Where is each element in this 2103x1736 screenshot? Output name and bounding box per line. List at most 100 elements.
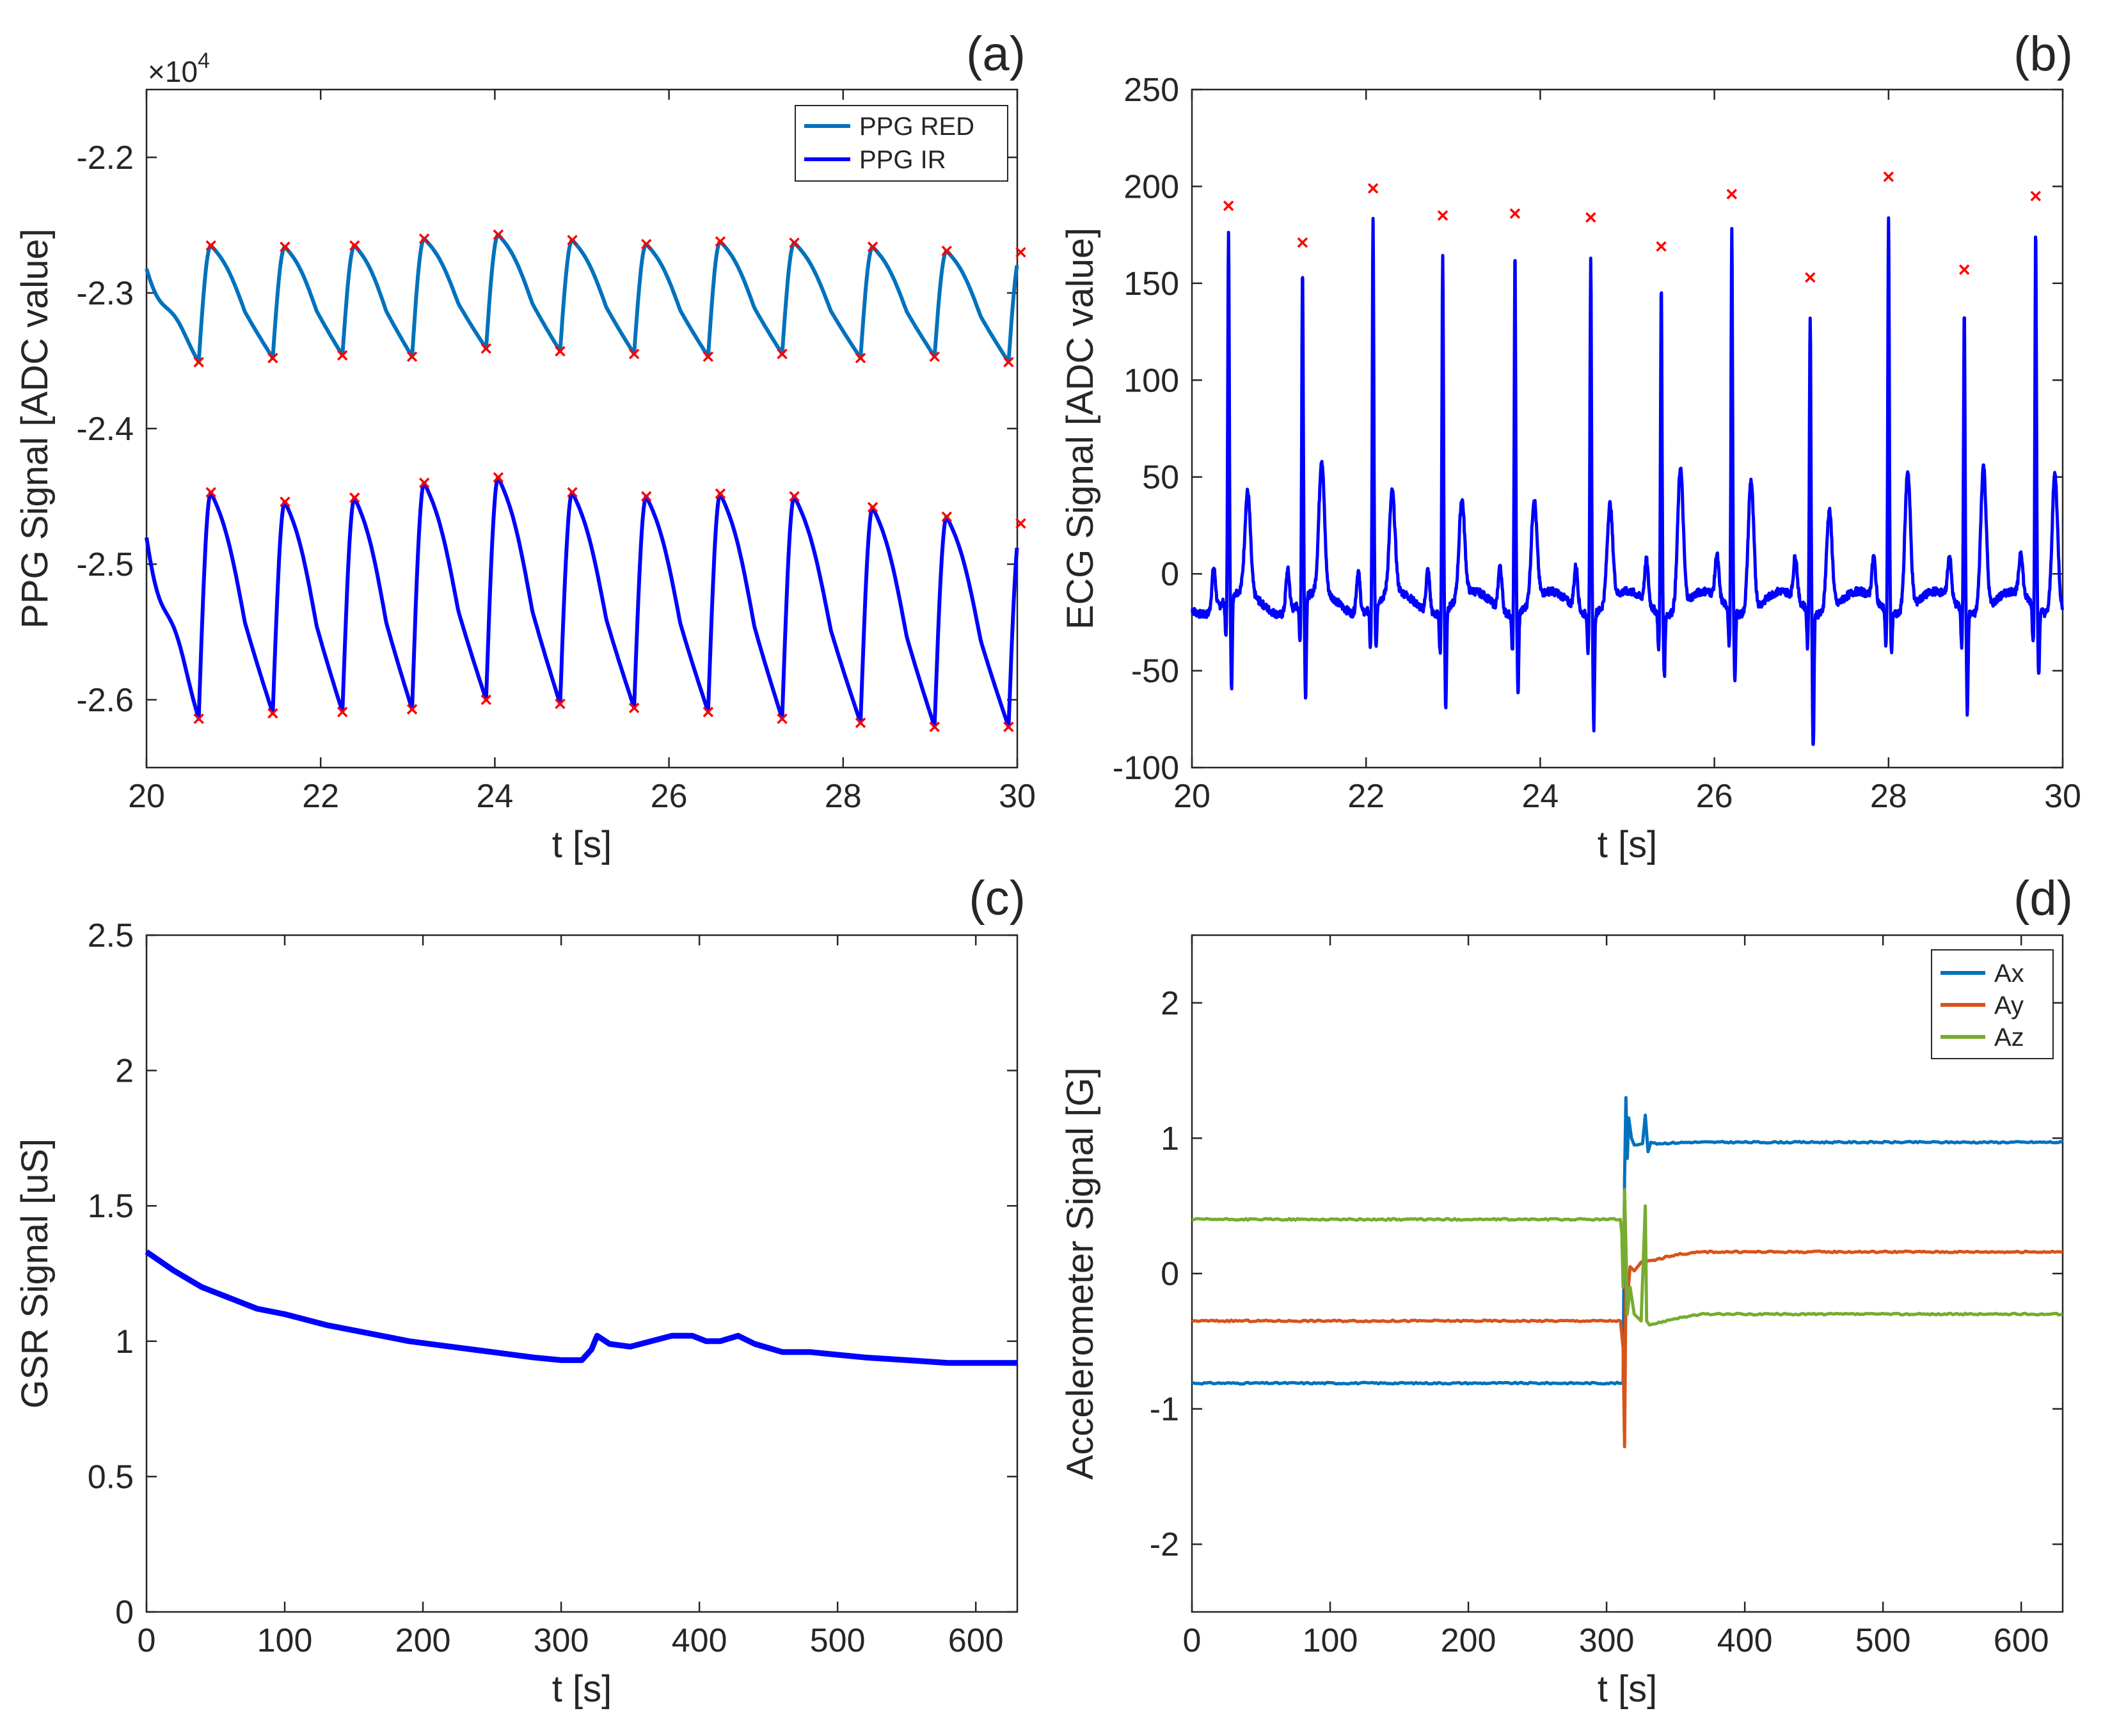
y-tick-label: -2 [1150,1526,1179,1563]
y-tick-label: 2 [1161,985,1179,1022]
peak-marker [480,343,492,354]
x-tick-label: 400 [1717,1622,1773,1659]
plot-frame [145,88,1019,769]
x-tick-label: 30 [999,778,1036,815]
legend-box [795,105,1008,182]
peak-marker [567,487,578,498]
chart-panel-b: 20 22 24 26 28 30 250 200 150 100 50 0 -50 -100 t [s] E… [1059,27,2081,865]
legend-entry: Ay [1994,991,2024,1020]
peak-marker [418,233,430,244]
x-tick-label: 28 [1870,778,1907,815]
peak-marker [1015,247,1026,258]
x-axis-label: t [s] [552,1668,612,1710]
y-tick-label: 2.5 [88,917,134,954]
peak-marker [628,702,640,713]
peak-marker [193,356,204,368]
y-tick-label: 150 [1123,265,1179,303]
peak-marker [349,240,360,251]
x-tick-label: 500 [1855,1622,1911,1659]
panel-label: (b) [2013,27,2073,81]
peak-marker [418,477,430,489]
peak-marker [406,704,418,715]
x-tick-label: 300 [1579,1622,1635,1659]
peak-marker [555,345,566,357]
peak-marker [867,501,878,513]
x-tick-label: 30 [2044,778,2081,815]
peak-marker [941,246,952,256]
y-tick-label: 100 [1123,362,1179,399]
x-tick-label: 24 [476,778,513,815]
legend-entry: PPG RED [859,113,974,141]
peak-marker [1003,722,1014,732]
x-tick-label: 22 [302,778,339,815]
y-tick-label: 0.5 [88,1458,134,1495]
plot-frame [1191,88,2064,769]
y-tick-label: -2.3 [76,275,134,312]
y-tick-label: -100 [1113,750,1179,787]
peak-marker [855,352,866,363]
peak-marker [1585,212,1596,223]
peak-marker [640,239,652,249]
peak-marker [1883,171,1894,182]
y-axis-label: PPG Signal [ADC value] [14,228,56,628]
peak-marker [280,241,290,253]
peak-marker [777,713,788,724]
y-tick-label: 0 [115,1594,134,1631]
peak-marker [555,698,566,709]
peak-marker [640,491,652,502]
y-tick-label: -2.5 [76,546,134,583]
peak-marker [480,694,492,706]
peak-marker [280,496,290,507]
y-axis-label: GSR Signal [uS] [14,1139,56,1409]
x-axis-label: t [s] [552,824,612,865]
x-tick-label: 24 [1521,778,1559,815]
x-tick-label: 100 [1303,1622,1358,1659]
y-exponent-label: ×104 [148,49,210,88]
x-tick-label: 20 [128,778,165,815]
legend: Ax Ay Az [1931,949,2054,1059]
x-tick-label: 100 [257,1622,313,1659]
y-tick-label: 1 [1161,1120,1179,1157]
peak-marker [1297,237,1308,248]
peak-marker [493,229,504,241]
peak-marker [493,472,504,483]
y-tick-label: 250 [1123,72,1179,109]
x-tick-label: 600 [948,1622,1004,1659]
peak-marker [1437,210,1448,221]
peak-marker [205,487,216,498]
y-tick-label: -1 [1150,1391,1179,1428]
chart-panel-c: 0 100 200 300 400 500 600 2.5 2 1.5 1 0.5 0 t [s] GSR … [14,871,1026,1710]
peak-marker [267,352,278,363]
y-tick-label: -2.2 [76,139,134,177]
peak-marker [628,349,640,359]
peak-marker [349,492,360,503]
x-tick-label: 20 [1173,778,1210,815]
y-tick-label: 200 [1123,168,1179,205]
peak-marker [777,349,788,359]
panel-label: (d) [2013,871,2073,926]
x-axis-label: t [s] [1598,1668,1657,1710]
y-tick-label: 1.5 [88,1188,134,1225]
y-axis-label: Accelerometer Signal [G] [1059,1068,1101,1480]
peak-marker [702,706,714,718]
gsr-line [145,1249,1017,1366]
peak-marker [1656,241,1667,252]
peak-marker [1726,189,1738,200]
panel-label: (a) [966,27,1026,81]
peak-marker [1015,518,1026,529]
peak-marker [193,713,204,724]
x-tick-label: 22 [1347,778,1385,815]
peak-marker [929,722,940,732]
peak-marker [1958,264,1970,275]
peak-marker [337,706,348,718]
x-axis-label: t [s] [1598,824,1657,865]
y-tick-label: 50 [1142,459,1179,496]
peak-marker [789,237,800,248]
legend: PPG RED PPG IR [795,105,1008,182]
peak-marker [1509,208,1521,219]
ecg-line [1191,216,2064,746]
x-tick-label: 300 [534,1622,589,1659]
peak-marker [567,235,578,246]
x-tick-label: 26 [651,778,688,815]
